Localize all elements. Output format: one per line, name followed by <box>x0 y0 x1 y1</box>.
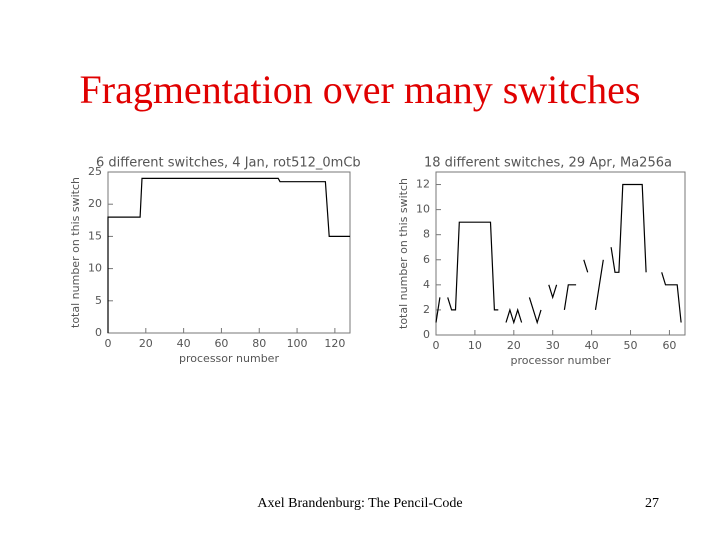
x-tick-label: 0 <box>433 339 440 352</box>
x-tick-label: 100 <box>287 337 308 350</box>
x-tick-label: 60 <box>214 337 228 350</box>
x-tick-label: 40 <box>585 339 599 352</box>
y-tick-label: 4 <box>423 278 430 291</box>
x-tick-label: 120 <box>324 337 345 350</box>
y-tick-label: 0 <box>423 328 430 341</box>
x-axis-label: processor number <box>179 352 279 365</box>
x-tick-label: 30 <box>546 339 560 352</box>
data-line <box>435 183 682 325</box>
x-tick-label: 20 <box>139 337 153 350</box>
y-tick-label: 10 <box>88 262 102 275</box>
plot-frame <box>107 171 351 334</box>
y-tick-label: 10 <box>416 203 430 216</box>
data-line <box>107 177 350 333</box>
x-tick-label: 0 <box>105 337 112 350</box>
x-tick-label: 10 <box>468 339 482 352</box>
y-tick-label: 0 <box>95 326 102 339</box>
y-tick-label: 6 <box>423 253 430 266</box>
plot-frame <box>435 171 686 336</box>
chart-title: 6 different switches, 4 Jan, rot512_0mCb <box>96 156 361 171</box>
charts: 6 different switches, 4 Jan, rot512_0mCb… <box>69 156 686 367</box>
y-tick-label: 2 <box>423 303 430 316</box>
y-tick-label: 5 <box>95 294 102 307</box>
x-tick-label: 20 <box>507 339 521 352</box>
x-tick-label: 60 <box>662 339 676 352</box>
x-tick-label: 50 <box>624 339 638 352</box>
y-tick-label: 12 <box>416 178 430 191</box>
y-axis-label: total number on this switch <box>69 177 82 328</box>
page-number: 27 <box>645 496 659 511</box>
y-tick-label: 25 <box>88 165 102 178</box>
x-tick-label: 40 <box>177 337 191 350</box>
y-tick-label: 15 <box>88 229 102 242</box>
y-tick-label: 20 <box>88 197 102 210</box>
y-tick-label: 8 <box>423 228 430 241</box>
x-axis-label: processor number <box>511 354 611 367</box>
chart-title: 18 different switches, 29 Apr, Ma256a <box>424 156 672 171</box>
x-tick-label: 80 <box>252 337 266 350</box>
y-axis-label: total number on this switch <box>397 178 410 329</box>
slide-title: Fragmentation over many switches <box>79 67 641 112</box>
footer: Axel Brandenburg: The Pencil-Code <box>257 496 463 511</box>
